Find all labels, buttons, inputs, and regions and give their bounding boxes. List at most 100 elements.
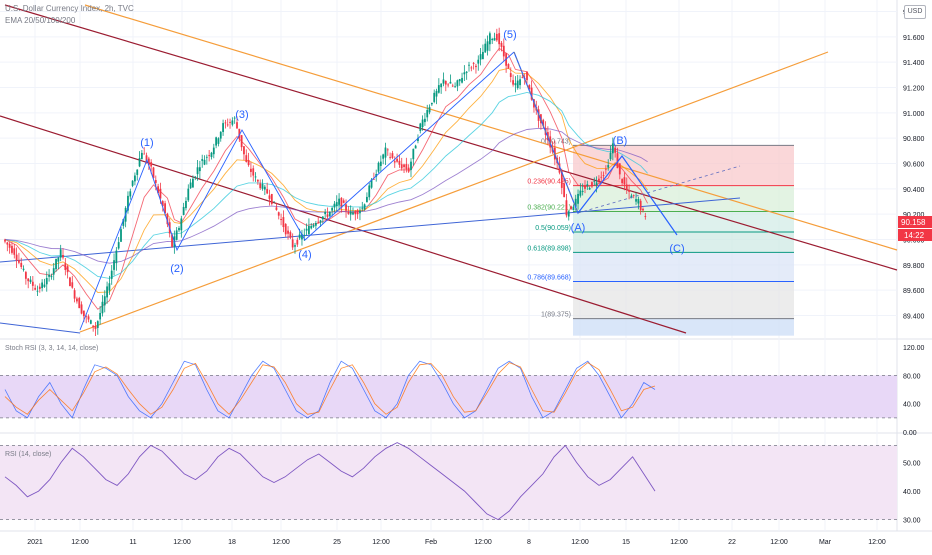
candle-body [616,153,619,169]
fib-level-label: 1(89.375) [541,312,571,319]
elliott-wave-labels: (1) (2) (3) (4) (5) (A) (B) (C) [140,29,684,275]
candle-body [366,196,368,203]
price-tick-label: 90.800 [903,136,925,143]
candle-body [349,211,352,215]
stoch-tick-label: 0.00 [903,430,917,437]
projection-dashed-line [577,165,741,214]
candle-body [340,197,343,208]
candle-body [282,217,285,228]
candle-body [101,301,104,314]
candle-body [259,183,262,189]
candle-body [15,254,18,261]
ema-legend: EMA 20/50/100/200 [5,16,76,25]
price-tick-label: 91.400 [903,60,925,67]
candle-body [120,229,122,242]
candle-body [66,266,69,273]
candle-body [50,276,53,278]
candle-body [454,86,456,88]
candle-body [82,310,85,317]
candle-body [27,278,30,282]
impulse-wave-path [79,51,515,331]
candle-body [356,210,359,215]
candle-body [4,239,6,242]
candle-body [301,234,303,240]
time-tick-label: 12:00 [71,539,89,546]
candle-body [127,195,129,211]
time-tick-label: 12:00 [868,539,886,546]
candle-body [143,153,146,155]
rsi-title: RSI (14, close) [5,451,51,458]
price-tick-label: 89.800 [903,263,925,270]
candle-body [87,316,90,320]
candle-body [486,41,489,51]
descending-trendline-dark[interactable] [4,4,898,271]
candle-body [134,175,136,182]
wave-label: (4) [298,249,311,261]
candle-body [558,163,561,173]
candle-body [417,137,419,142]
candle-body [382,154,385,159]
price-tick-label: 91.000 [903,111,925,118]
currency-button[interactable]: USD [904,5,926,19]
candle-body [129,191,132,197]
candle-body [477,59,480,64]
stoch-line [4,360,656,419]
candle-body [31,281,34,286]
candle-body [407,167,410,172]
candle-body [642,208,644,211]
fib-zone [573,281,794,319]
candle-body [312,224,315,227]
candle-body [73,290,76,299]
candle-body [217,138,220,144]
candle-body [354,211,357,215]
candle-body [254,176,257,178]
candle-body [270,193,273,204]
ascending-support-line[interactable] [79,51,829,333]
candle-body [287,230,289,234]
candle-body [572,206,575,211]
price-tick-label: 90.200 [903,212,925,219]
blue-trend-line[interactable] [0,322,81,334]
candle-body [577,193,579,204]
candle-body [117,242,120,249]
candle-body [284,224,287,235]
candle-body [493,38,496,41]
candle-body [342,200,345,203]
candle-body [595,182,598,186]
candle-body [247,159,250,166]
candle-body [565,200,568,216]
candle-body [410,161,412,170]
candle-body [488,33,491,45]
symbol-title: U.S. Dollar Currency Index, 2h, TVC [5,4,134,13]
wave-label: (B) [613,135,628,147]
descending-channel-upper[interactable] [84,4,898,251]
candle-body [203,159,206,165]
blue-trend-line[interactable] [0,197,741,263]
stoch-tick-label: 120.00 [903,345,925,352]
candle-body [154,180,157,183]
candle-body [372,178,375,180]
candle-body [593,181,596,183]
candle-body [233,117,236,119]
candle-body [604,168,607,170]
candle-body [266,189,269,194]
fib-level-label: 0.236(90.425) [527,179,571,186]
candle-body [398,160,401,165]
candle-body [516,80,519,89]
candle-body [458,79,461,82]
descending-channel-lower[interactable] [0,115,687,334]
stoch-title: Stoch RSI (3, 3, 14, 14, close) [5,345,98,352]
candle-body [614,147,617,153]
stoch-rsi: Stoch RSI (3, 3, 14, 14, close) [0,345,897,419]
candle-body [449,81,452,84]
candle-body [85,315,88,317]
candle-body [22,268,25,270]
candle-body [435,90,438,97]
rsi-band [0,445,897,520]
retracement-dashed-line [513,51,579,214]
candle-body [635,199,637,202]
candle-body [171,234,173,247]
candle-body [602,175,605,176]
last-price-label: 90.158 [901,218,926,227]
